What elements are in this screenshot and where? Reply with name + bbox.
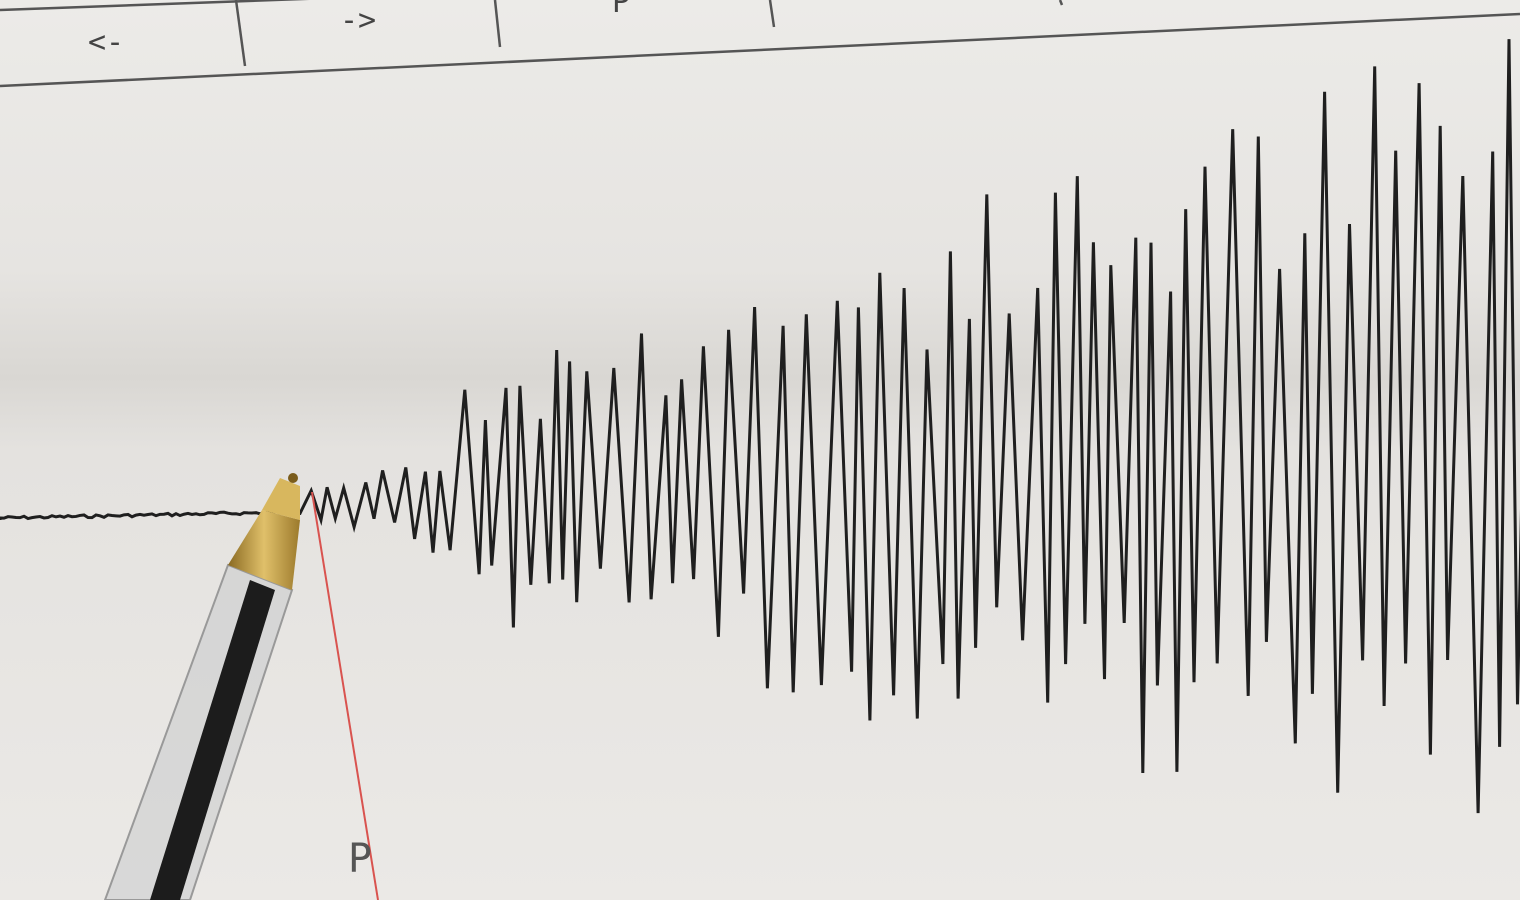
- header-cell-forward: ->: [340, 3, 376, 38]
- seismogram-trace: [0, 39, 1520, 814]
- pen-tip: [228, 510, 300, 590]
- ballpoint-pen: [103, 473, 300, 900]
- header-table: [0, 0, 1520, 88]
- header-cell-p: P: [612, 0, 630, 20]
- header-cell-back: <-: [88, 25, 124, 60]
- seismogram-waveform: [0, 39, 1520, 814]
- p-wave-marker-label: P: [348, 836, 372, 882]
- p-wave-marker-line: [311, 491, 379, 900]
